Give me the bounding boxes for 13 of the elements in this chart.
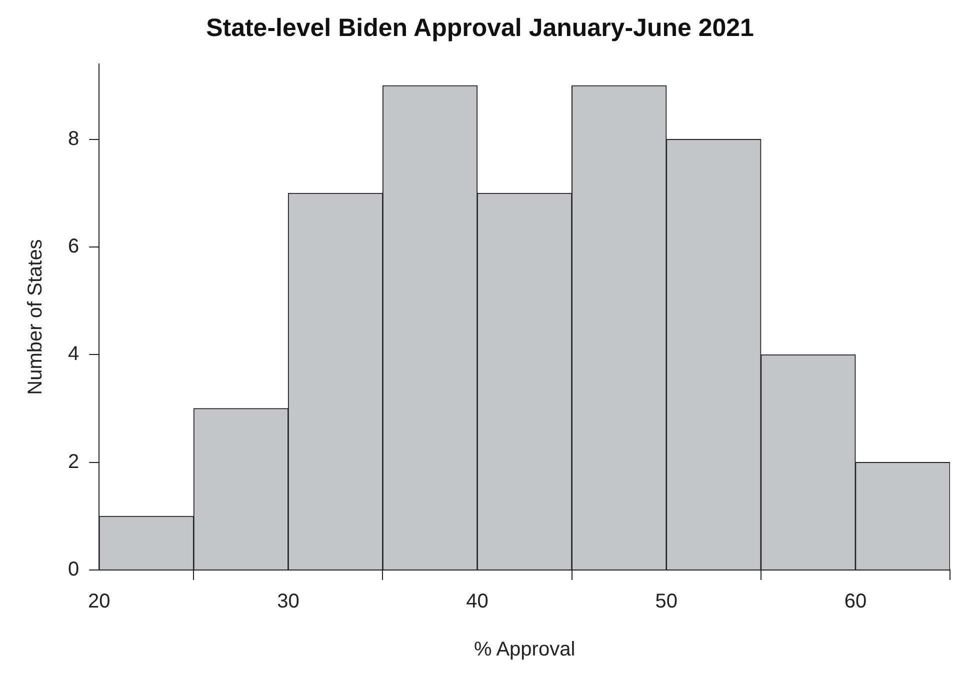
y-tick-label: 8 bbox=[68, 128, 80, 150]
x-tick-label: 40 bbox=[466, 590, 488, 613]
y-tick-label: 0 bbox=[68, 558, 80, 581]
x-axis-title: % Approval bbox=[474, 638, 576, 661]
y-tick-label: 4 bbox=[68, 343, 80, 366]
x-tick-label: 60 bbox=[844, 590, 867, 613]
y-axis-title: Number of States bbox=[24, 239, 47, 395]
y-tick-label: 6 bbox=[68, 236, 80, 258]
x-tick-label: 20 bbox=[88, 590, 110, 613]
x-tick-label: 50 bbox=[655, 590, 678, 613]
chart-title: State-level Biden Approval January-June 2021 bbox=[206, 14, 754, 42]
x-tick-label: 30 bbox=[277, 590, 300, 613]
y-tick-label: 2 bbox=[68, 450, 80, 473]
